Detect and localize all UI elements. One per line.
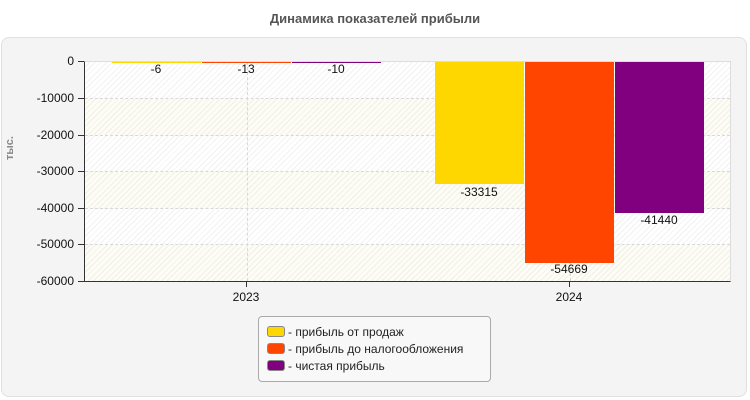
y-tick-mark bbox=[78, 98, 84, 99]
x-tick-mark bbox=[246, 282, 247, 287]
x-tick-2024: 2024 bbox=[555, 290, 583, 304]
value-label: -41440 bbox=[640, 213, 678, 227]
y-tick-mark bbox=[78, 244, 84, 245]
bar-2023-pretax-profit[interactable] bbox=[202, 62, 291, 63]
legend-swatch-yellow bbox=[267, 326, 285, 337]
plot-band bbox=[85, 209, 730, 245]
grid-line bbox=[85, 98, 730, 99]
grid-line-vertical bbox=[247, 62, 248, 281]
y-tick-minus20000: -20000 bbox=[36, 128, 74, 142]
legend-item-sales-profit[interactable]: - прибыль от продаж bbox=[267, 323, 490, 340]
x-tick-mark bbox=[569, 282, 570, 287]
y-tick-minus60000: -60000 bbox=[36, 274, 74, 288]
plot-area bbox=[84, 61, 731, 282]
y-tick-minus30000: -30000 bbox=[36, 164, 74, 178]
y-tick-mark bbox=[78, 171, 84, 172]
legend: - прибыль от продаж - прибыль до налогоо… bbox=[258, 316, 491, 382]
x-tick-2023: 2023 bbox=[232, 290, 260, 304]
legend-label: - прибыль до налогообложения bbox=[288, 341, 464, 356]
legend-swatch-orange bbox=[267, 343, 285, 354]
bar-2024-net-profit[interactable] bbox=[615, 62, 704, 213]
legend-item-net-profit[interactable]: - чистая прибыль bbox=[267, 357, 490, 374]
grid-line bbox=[85, 208, 730, 209]
bar-2024-sales-profit[interactable] bbox=[435, 62, 524, 184]
bar-2023-net-profit[interactable] bbox=[292, 62, 381, 63]
y-tick-mark bbox=[78, 135, 84, 136]
legend-swatch-purple bbox=[267, 360, 285, 371]
y-tick-minus50000: -50000 bbox=[36, 237, 74, 251]
y-tick-minus10000: -10000 bbox=[36, 91, 74, 105]
y-tick-mark bbox=[78, 281, 84, 282]
grid-line bbox=[85, 244, 730, 245]
grid-line bbox=[85, 135, 730, 136]
y-tick-mark bbox=[78, 61, 84, 62]
bar-2023-sales-profit[interactable] bbox=[112, 62, 201, 63]
value-label: -33315 bbox=[460, 185, 498, 199]
bar-2024-pretax-profit[interactable] bbox=[525, 62, 614, 263]
legend-label: - чистая прибыль bbox=[288, 358, 385, 373]
y-tick-mark bbox=[78, 208, 84, 209]
value-label: -13 bbox=[237, 62, 255, 76]
value-label: -54669 bbox=[550, 262, 588, 276]
legend-label: - прибыль от продаж bbox=[288, 324, 404, 339]
y-tick-minus40000: -40000 bbox=[36, 201, 74, 215]
plot-band bbox=[85, 245, 730, 281]
value-label: -10 bbox=[327, 62, 345, 76]
chart-title: Динамика показателей прибыли bbox=[269, 11, 481, 26]
y-tick-0: 0 bbox=[67, 54, 74, 68]
grid-line bbox=[85, 171, 730, 172]
value-label: -6 bbox=[150, 62, 162, 76]
legend-item-pretax-profit[interactable]: - прибыль до налогообложения bbox=[267, 340, 490, 357]
